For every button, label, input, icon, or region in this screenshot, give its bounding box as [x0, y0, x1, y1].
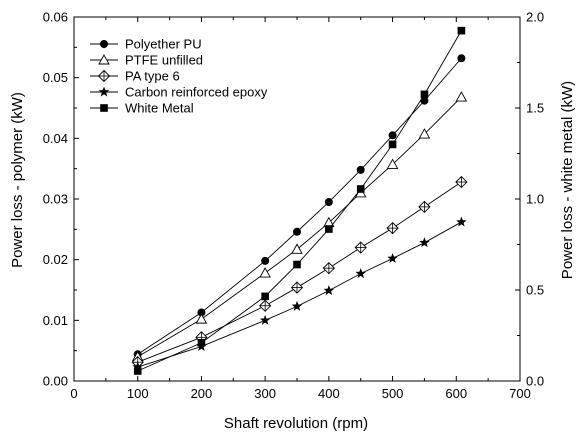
y-axis-right-title: Power loss - white metal (kW) [559, 81, 576, 279]
data-point [259, 314, 271, 325]
data-point [388, 140, 397, 149]
data-point [355, 268, 366, 279]
data-point [455, 91, 468, 102]
data-point [291, 300, 303, 311]
data-point [291, 243, 303, 254]
legend-marker [98, 54, 110, 65]
data-point [132, 361, 143, 372]
y-left-tick-label: 0.01 [43, 313, 68, 328]
data-point [259, 299, 272, 312]
y-right-tick-label: 0.5 [526, 283, 544, 298]
legend-label: Polyether PU [125, 37, 202, 52]
axes: 0 100 200 300 400 500 600 700 0.00 0.01 0.02 0.03 0.… [43, 10, 544, 402]
x-tick-label: 300 [254, 386, 276, 401]
x-tick-label: 500 [382, 386, 404, 401]
data-point [323, 285, 335, 296]
legend-entry: PA type 6 [90, 69, 180, 84]
legend-entry: Polyether PU [90, 37, 202, 52]
data-point [356, 165, 365, 174]
data-point [457, 26, 466, 35]
x-tick-label: 400 [318, 386, 340, 401]
y-left-tick-label: 0.06 [43, 10, 68, 25]
x-axis-title: Shaft revolution (rpm) [224, 415, 368, 432]
y-left-tick-label: 0.03 [43, 192, 68, 207]
y-left-tick-label: 0.04 [43, 131, 68, 146]
series-line [137, 30, 462, 372]
data-point [197, 308, 206, 317]
data-point [197, 338, 206, 347]
legend-label: Carbon reinforced epoxy [125, 85, 268, 100]
data-point [418, 200, 431, 214]
data-point [325, 225, 333, 233]
data-point [420, 96, 429, 105]
data-point [290, 281, 304, 294]
y-left-tick-label: 0.00 [43, 374, 68, 389]
y-left-tick-label: 0.02 [43, 252, 68, 267]
data-point [195, 313, 208, 324]
data-point [133, 367, 142, 375]
x-tick-label: 600 [445, 386, 467, 401]
x-tick-label: 700 [509, 386, 531, 401]
data-point [387, 252, 398, 263]
data-point [418, 128, 431, 139]
series-line [137, 96, 462, 358]
x-tick-label: 200 [191, 386, 213, 401]
series-line [137, 221, 462, 368]
data-point [259, 267, 271, 278]
legend-entry: PTFE unfilled [90, 53, 203, 68]
y-right-tick-label: 0.0 [526, 374, 544, 389]
legend-marker [100, 40, 108, 48]
data-point [261, 256, 270, 265]
legend-marker [98, 86, 110, 97]
legend-marker [97, 69, 111, 83]
data-point [386, 221, 399, 235]
data-point [261, 292, 269, 301]
legend-label: PTFE unfilled [125, 53, 203, 68]
data-point [324, 198, 333, 207]
legend-marker [100, 104, 108, 112]
data-point [455, 175, 468, 189]
data-point [354, 241, 367, 254]
y-axis-left-title: Power loss - polymer (kW) [9, 92, 26, 268]
series-carbon-reinforced-epoxy [132, 216, 467, 372]
legend-entry: White Metal [90, 101, 194, 116]
data-point [457, 54, 466, 63]
legend-entry: Carbon reinforced epoxy [90, 85, 268, 100]
y-right-tick-label: 2.0 [526, 10, 544, 25]
data-point [356, 185, 365, 193]
series-line [137, 181, 462, 363]
data-point [420, 90, 429, 99]
x-tick-label: 100 [127, 386, 149, 401]
data-point [293, 227, 301, 236]
y-right-tick-label: 1.0 [526, 192, 544, 207]
series-pa-type-6 [131, 175, 468, 369]
x-tick-label: 0 [70, 386, 77, 401]
data-point [386, 158, 399, 169]
y-left-tick-label: 0.05 [43, 70, 68, 85]
series-white-metal [133, 26, 466, 375]
data-point [293, 260, 301, 269]
y-right-tick-label: 1.5 [526, 101, 544, 116]
data-point [322, 262, 335, 275]
data-point [456, 216, 467, 227]
data-point [419, 237, 430, 248]
legend-label: PA type 6 [125, 69, 180, 84]
data-point [388, 131, 397, 140]
legend-label: White Metal [125, 101, 194, 116]
series-layer [131, 26, 468, 375]
series-ptfe-unfilled [131, 91, 468, 362]
